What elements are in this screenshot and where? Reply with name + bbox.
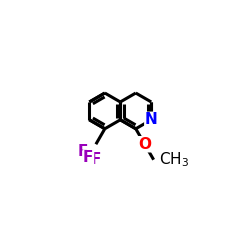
Text: CH$_3$: CH$_3$ bbox=[159, 150, 189, 169]
Text: O: O bbox=[138, 137, 151, 152]
Text: F: F bbox=[91, 152, 101, 167]
Text: F: F bbox=[78, 144, 88, 159]
Text: F: F bbox=[83, 150, 94, 165]
Text: N: N bbox=[145, 112, 158, 127]
